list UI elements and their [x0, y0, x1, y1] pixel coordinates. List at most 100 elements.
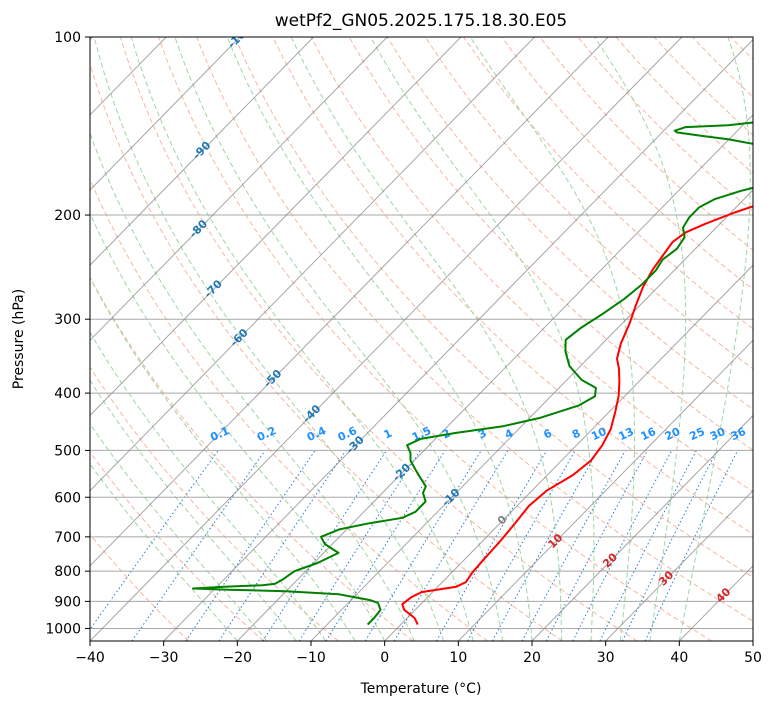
- plot-frame: [89, 36, 754, 642]
- mixing-ratio-label: 13: [617, 425, 636, 443]
- isotherm: [752, 640, 753, 641]
- dry-adiabat: [691, 37, 753, 98]
- mixing-ratio-label: 8: [570, 427, 582, 442]
- mixing-ratio-line: [262, 450, 388, 641]
- mixing-ratio-label: 36: [729, 425, 749, 443]
- mixing-ratio-label: 0.2: [255, 424, 278, 444]
- isotherm: [236, 114, 753, 641]
- isotherm: [605, 489, 753, 641]
- x-tick-label: 0: [380, 650, 389, 666]
- mixing-ratio-line: [521, 450, 626, 641]
- y-tick-label: 600: [54, 490, 81, 506]
- x-tick-label: −30: [149, 650, 179, 666]
- y-tick-label: 200: [54, 208, 81, 224]
- isotherm: [90, 37, 388, 342]
- moist-adiabat: [594, 37, 687, 641]
- y-axis: 100 200 300 400 500 600 700 800 900 1000: [45, 30, 90, 637]
- x-tick-label: −20: [223, 650, 253, 666]
- mixing-ratio-line: [131, 450, 266, 641]
- x-tick-label: 40: [670, 650, 688, 666]
- isotherm: [90, 37, 609, 567]
- plot-area: -100-90-80-70-60-50-40-30-20-10010203040…: [90, 37, 753, 641]
- y-tick-label: 900: [54, 594, 81, 610]
- dry-adiabat: [234, 37, 753, 578]
- x-tick-label: 50: [744, 650, 762, 666]
- y-tick-label: 500: [54, 443, 81, 459]
- y-tick-label: 700: [54, 530, 81, 546]
- dewpoint-line: [192, 121, 753, 626]
- dry-adiabat: [539, 37, 753, 251]
- dry-adiabat: [90, 451, 264, 641]
- dry-adiabat: [310, 37, 753, 493]
- x-tick-label: 20: [523, 650, 541, 666]
- dry-adiabat: [157, 37, 712, 641]
- isotherm: [457, 339, 753, 641]
- y-tick-label: 1000: [45, 621, 81, 637]
- mixing-ratio-label: 25: [687, 425, 706, 443]
- moist-adiabat: [90, 423, 268, 641]
- dry-adiabat: [119, 37, 638, 641]
- x-tick-label: 10: [449, 650, 467, 666]
- mixing-ratio-label: 16: [639, 425, 659, 443]
- mixing-ratio-line: [572, 450, 673, 641]
- mixing-ratio-line: [90, 450, 219, 631]
- y-tick-label: 400: [54, 386, 81, 402]
- x-axis: −40 −30 −20 −10 0 10 20 30 40 50: [75, 641, 762, 666]
- moist-adiabat: [174, 37, 503, 641]
- mixing-ratio-line: [325, 450, 446, 641]
- mixing-ratio-line: [364, 450, 482, 641]
- dry-adiabat: [463, 37, 753, 330]
- mixing-ratio-lines: [90, 450, 739, 641]
- moist-adiabat: [90, 212, 386, 641]
- isotherm: [90, 37, 535, 492]
- isotherm: [90, 37, 462, 417]
- isotherm: [163, 38, 753, 641]
- dry-adiabat: [90, 366, 339, 641]
- dry-adiabats: [90, 37, 753, 641]
- moist-adiabat: [226, 37, 533, 641]
- mixing-ratio-label: 20: [663, 425, 683, 443]
- mixing-ratio-line: [491, 450, 599, 641]
- moist-adiabat: [90, 463, 238, 641]
- isotherm: [310, 189, 753, 641]
- dry-adiabat: [90, 276, 414, 641]
- dry-adiabat: [272, 37, 753, 535]
- y-axis-label: Pressure (hPa): [11, 289, 27, 389]
- dry-adiabat: [90, 62, 563, 641]
- sounding-series: [192, 121, 753, 626]
- y-tick-label: 800: [54, 564, 81, 580]
- x-tick-label: −10: [296, 650, 326, 666]
- moist-adiabat: [469, 37, 636, 641]
- dry-adiabat: [386, 37, 753, 410]
- mixing-ratio-label: 1: [382, 427, 394, 442]
- dry-adiabat: [424, 37, 753, 370]
- mixing-ratio-line: [467, 450, 576, 641]
- dry-adiabat: [90, 533, 190, 641]
- isotherms: [90, 37, 753, 641]
- temperature-line: [401, 205, 753, 626]
- dry-adiabat: [90, 178, 488, 641]
- moist-adiabat: [130, 37, 474, 641]
- dry-adiabat: [653, 37, 753, 136]
- x-axis-label: Temperature (°C): [360, 681, 482, 697]
- y-tick-label: 300: [54, 312, 81, 328]
- mixing-ratio-line: [599, 450, 697, 641]
- moist-adiabat: [90, 276, 356, 641]
- dry-adiabat: [196, 37, 753, 622]
- x-tick-label: 30: [597, 650, 615, 666]
- isotherm: [384, 264, 753, 641]
- mixing-ratio-line: [545, 450, 648, 641]
- mixing-ratio-label: 1.5: [410, 424, 433, 444]
- mixing-ratio-line: [298, 450, 421, 641]
- moist-adiabats: [90, 37, 751, 641]
- isotherm: [90, 37, 683, 641]
- y-tick-label: 100: [54, 30, 81, 46]
- dry-adiabat: [501, 37, 753, 290]
- mixing-ratio-line: [393, 450, 509, 641]
- x-tick-label: −40: [75, 650, 105, 666]
- isotherm: [90, 37, 314, 266]
- mixing-ratio-label: 10: [589, 425, 609, 443]
- moist-adiabat: [290, 37, 562, 641]
- mixing-ratio-label: 0.1: [208, 424, 231, 444]
